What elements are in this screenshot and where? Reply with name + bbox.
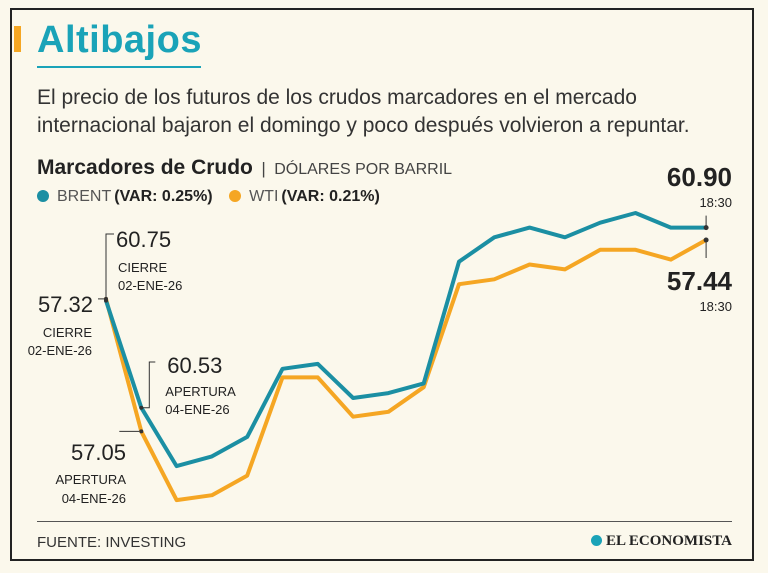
annotation-label: 02-ENE-26 xyxy=(118,278,182,293)
annotation-label: 04-ENE-26 xyxy=(165,402,229,417)
source-note: FUENTE: INVESTING xyxy=(37,534,187,551)
legend-name: BRENT xyxy=(57,188,112,205)
annotation-leader xyxy=(105,233,114,301)
legend-item-brent: BRENT (VAR: 0.25%) xyxy=(37,188,213,206)
annotation-value: 57.05 xyxy=(71,440,126,465)
annotation-marker xyxy=(139,405,144,410)
title-underline xyxy=(37,66,201,68)
annotation-value: 60.75 xyxy=(116,227,171,252)
annotation-label: APERTURA xyxy=(165,384,236,399)
chart-units: DÓLARES POR BARRIL xyxy=(274,161,453,178)
annotation-value: 57.44 xyxy=(667,266,733,296)
annotation-label: CIERRE xyxy=(118,260,167,275)
annotation-leader xyxy=(141,361,156,409)
annotation-marker xyxy=(703,237,709,243)
legend-var: (VAR: 0.21%) xyxy=(281,188,380,205)
annotation-marker xyxy=(139,429,144,434)
chart-legend: BRENT (VAR: 0.25%) WTI (VAR: 0.21%) xyxy=(37,188,392,206)
brand-globe-icon xyxy=(591,535,602,546)
annotation-value: 57.32 xyxy=(38,292,93,317)
wti-dot-icon xyxy=(229,190,242,202)
brand-name: EL ECONOMISTA xyxy=(606,533,732,549)
footer-divider xyxy=(37,521,732,522)
infographic-frame xyxy=(10,8,754,561)
annotation-label: 04-ENE-26 xyxy=(62,491,126,506)
annotation-label: 02-ENE-26 xyxy=(28,343,92,358)
annotation-marker xyxy=(104,296,108,301)
annotation-marker xyxy=(703,225,709,231)
brent-dot-icon xyxy=(37,190,49,202)
series-line-wti xyxy=(104,238,709,503)
chart-header: Marcadores de Crudo | DÓLARES POR BARRIL xyxy=(37,156,452,180)
series-line-brent xyxy=(104,211,709,469)
chart-title-separator: | xyxy=(261,159,266,178)
annotation-label: 18:30 xyxy=(699,299,732,314)
annotation-value: 60.53 xyxy=(167,353,222,378)
legend-name: WTI xyxy=(249,188,279,205)
annotation-label: CIERRE xyxy=(43,325,92,340)
annotation-label: APERTURA xyxy=(55,472,126,487)
annotation-value: 60.90 xyxy=(667,162,732,192)
annotation-label: 18:30 xyxy=(699,195,732,210)
chart-title: Marcadores de Crudo xyxy=(37,156,253,179)
subtitle: El precio de los futuros de los crudos m… xyxy=(37,86,690,137)
legend-item-wti: WTI (VAR: 0.21%) xyxy=(229,188,380,206)
legend-var: (VAR: 0.25%) xyxy=(114,188,213,205)
brand-logo: EL ECONOMISTA xyxy=(591,533,732,550)
title-accent-bar xyxy=(14,26,21,52)
page-title: Altibajos xyxy=(37,19,202,61)
